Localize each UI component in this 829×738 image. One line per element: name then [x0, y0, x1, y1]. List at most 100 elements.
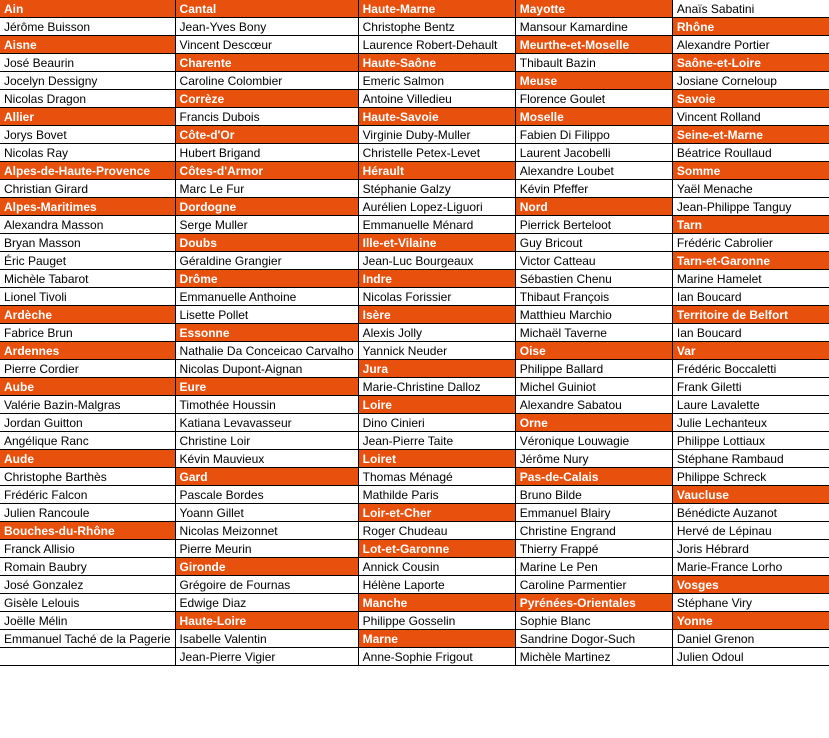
person-name: Jorys Bovet — [0, 126, 175, 144]
person-name: Serge Muller — [176, 216, 358, 234]
person-name: Pierre Meurin — [176, 540, 358, 558]
dept-header: Saône-et-Loire — [673, 54, 829, 72]
person-name: Thibaut François — [516, 288, 672, 306]
person-name: Emmanuel Taché de la Pagerie — [0, 630, 175, 648]
person-name: Francis Dubois — [176, 108, 358, 126]
person-name: Thierry Frappé — [516, 540, 672, 558]
person-name: Pascale Bordes — [176, 486, 358, 504]
dept-header: Aisne — [0, 36, 175, 54]
column-0: AinJérôme BuissonAisneJosé BeaurinJocely… — [0, 0, 176, 666]
person-name: Romain Baubry — [0, 558, 175, 576]
person-name: Christelle Petex-Levet — [359, 144, 515, 162]
dept-header: Indre — [359, 270, 515, 288]
person-name: Franck Allisio — [0, 540, 175, 558]
person-name: Alexandra Masson — [0, 216, 175, 234]
person-name: Jean-Pierre Taite — [359, 432, 515, 450]
dept-header: Jura — [359, 360, 515, 378]
person-name: Lionel Tivoli — [0, 288, 175, 306]
person-name: Florence Goulet — [516, 90, 672, 108]
person-name: Grégoire de Fournas — [176, 576, 358, 594]
person-name: Marie-Christine Dalloz — [359, 378, 515, 396]
person-name: Ian Boucard — [673, 288, 829, 306]
person-name: Yannick Neuder — [359, 342, 515, 360]
person-name: Timothée Houssin — [176, 396, 358, 414]
person-name: Alexandre Portier — [673, 36, 829, 54]
dept-header: Côtes-d'Armor — [176, 162, 358, 180]
dept-header: Ain — [0, 0, 175, 18]
person-name: Yoann Gillet — [176, 504, 358, 522]
dept-header: Orne — [516, 414, 672, 432]
person-name: Joris Hébrard — [673, 540, 829, 558]
person-name: Emmanuelle Ménard — [359, 216, 515, 234]
dept-header: Gard — [176, 468, 358, 486]
dept-header: Vosges — [673, 576, 829, 594]
person-name: Bruno Bilde — [516, 486, 672, 504]
column-3: MayotteMansour KamardineMeurthe-et-Mosel… — [516, 0, 673, 666]
dept-header: Essonne — [176, 324, 358, 342]
dept-header: Loir-et-Cher — [359, 504, 515, 522]
person-name: Mansour Kamardine — [516, 18, 672, 36]
person-name: Emeric Salmon — [359, 72, 515, 90]
person-name: Géraldine Grangier — [176, 252, 358, 270]
person-name: Caroline Colombier — [176, 72, 358, 90]
dept-header: Pyrénées-Orientales — [516, 594, 672, 612]
dept-header: Haute-Saône — [359, 54, 515, 72]
person-name: Marine Hamelet — [673, 270, 829, 288]
dept-header: Dordogne — [176, 198, 358, 216]
person-name: Anaïs Sabatini — [673, 0, 829, 18]
person-name: Nicolas Dupont-Aignan — [176, 360, 358, 378]
dept-header: Eure — [176, 378, 358, 396]
person-name: Daniel Grenon — [673, 630, 829, 648]
dept-header: Haute-Marne — [359, 0, 515, 18]
person-name: Bryan Masson — [0, 234, 175, 252]
person-name: Kévin Mauvieux — [176, 450, 358, 468]
person-name: Gisèle Lelouis — [0, 594, 175, 612]
person-name: Stéphane Viry — [673, 594, 829, 612]
person-name: Valérie Bazin-Malgras — [0, 396, 175, 414]
dept-header: Manche — [359, 594, 515, 612]
person-name: Philippe Gosselin — [359, 612, 515, 630]
person-name: Vincent Rolland — [673, 108, 829, 126]
person-name: Christophe Barthès — [0, 468, 175, 486]
person-name: Aurélien Lopez-Liguori — [359, 198, 515, 216]
person-name: Frédéric Cabrolier — [673, 234, 829, 252]
person-name: Thomas Ménagé — [359, 468, 515, 486]
person-name: Hubert Brigand — [176, 144, 358, 162]
person-name: Edwige Diaz — [176, 594, 358, 612]
person-name: Sophie Blanc — [516, 612, 672, 630]
person-name: Fabien Di Filippo — [516, 126, 672, 144]
dept-header: Corrèze — [176, 90, 358, 108]
person-name: Ian Boucard — [673, 324, 829, 342]
person-name: Marc Le Fur — [176, 180, 358, 198]
dept-header: Var — [673, 342, 829, 360]
person-name: Nicolas Ray — [0, 144, 175, 162]
person-name: José Gonzalez — [0, 576, 175, 594]
person-name: Frédéric Falcon — [0, 486, 175, 504]
person-name: Éric Pauget — [0, 252, 175, 270]
person-name: Anne-Sophie Frigout — [359, 648, 515, 666]
person-name: Matthieu Marchio — [516, 306, 672, 324]
dept-header: Pas-de-Calais — [516, 468, 672, 486]
column-1: CantalJean-Yves BonyVincent DescœurChare… — [176, 0, 359, 666]
dept-header: Ardennes — [0, 342, 175, 360]
person-name: Nathalie Da Conceicao Carvalho — [176, 342, 358, 360]
dept-header: Marne — [359, 630, 515, 648]
dept-header: Vaucluse — [673, 486, 829, 504]
person-name: Hervé de Lépinau — [673, 522, 829, 540]
person-name: Lisette Pollet — [176, 306, 358, 324]
person-name: Philippe Lottiaux — [673, 432, 829, 450]
dept-header: Aube — [0, 378, 175, 396]
dept-header: Alpes-de-Haute-Provence — [0, 162, 175, 180]
person-name: Christian Girard — [0, 180, 175, 198]
dept-header: Rhône — [673, 18, 829, 36]
person-name: Jean-Philippe Tanguy — [673, 198, 829, 216]
person-name: Caroline Parmentier — [516, 576, 672, 594]
person-name — [0, 648, 175, 666]
column-4: Anaïs SabatiniRhôneAlexandre PortierSaôn… — [673, 0, 829, 666]
person-name: Jean-Yves Bony — [176, 18, 358, 36]
dept-header: Moselle — [516, 108, 672, 126]
dept-header: Aude — [0, 450, 175, 468]
person-name: Jérôme Nury — [516, 450, 672, 468]
person-name: Julien Odoul — [673, 648, 829, 666]
person-name: Antoine Villedieu — [359, 90, 515, 108]
